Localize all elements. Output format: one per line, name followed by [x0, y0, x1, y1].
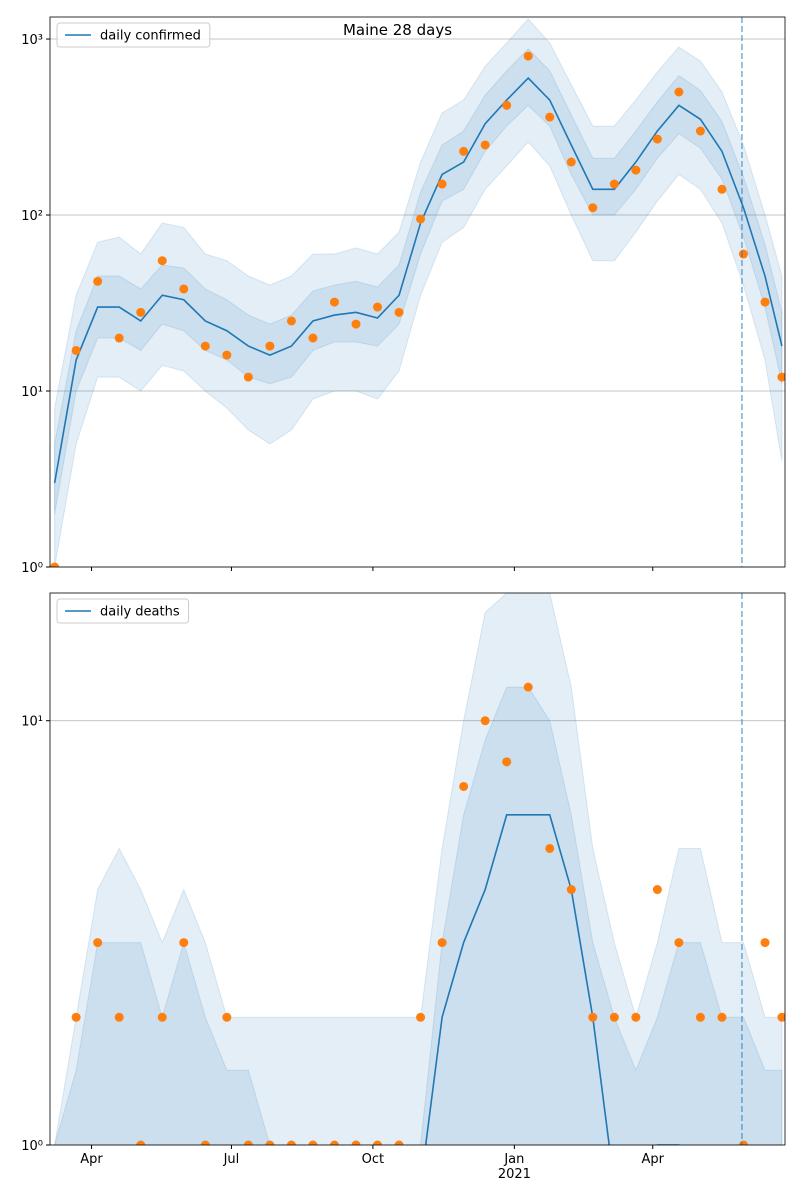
- data-point: [609, 1012, 619, 1022]
- x-tick-label: Jul: [223, 1152, 240, 1167]
- data-point: [50, 562, 60, 567]
- axes-frame: [49, 592, 786, 1146]
- data-point: [222, 350, 232, 360]
- data-point: [286, 1140, 296, 1145]
- data-point: [523, 682, 533, 692]
- data-point: [351, 1140, 361, 1145]
- data-point: [545, 112, 555, 122]
- data-point: [394, 307, 404, 317]
- data-point: [588, 203, 598, 213]
- data-point: [416, 214, 426, 224]
- plot-area: [54, 593, 785, 1145]
- data-point: [351, 319, 361, 329]
- data-point: [480, 716, 490, 726]
- data-point: [695, 1012, 705, 1022]
- data-point: [136, 307, 146, 317]
- y-tick-label: 10²: [21, 209, 43, 224]
- x-tick-label: Apr: [642, 1152, 665, 1167]
- data-point: [71, 1012, 81, 1022]
- data-point: [93, 938, 103, 948]
- data-point: [652, 134, 662, 144]
- confidence-band: [54, 593, 783, 1145]
- data-point: [114, 333, 124, 343]
- data-point: [437, 179, 447, 189]
- data-point: [760, 297, 770, 307]
- data-point: [179, 284, 189, 294]
- data-point: [566, 885, 576, 895]
- data-point: [545, 843, 555, 853]
- data-point: [394, 1140, 404, 1145]
- chart-title: Maine 28 days: [343, 21, 452, 39]
- data-point: [308, 1140, 318, 1145]
- legend-label: daily deaths: [100, 605, 180, 620]
- data-point: [416, 1012, 426, 1022]
- data-point: [717, 1012, 727, 1022]
- data-point: [777, 372, 785, 382]
- data-point: [717, 184, 727, 194]
- data-point: [695, 126, 705, 136]
- data-point: [114, 1012, 124, 1022]
- data-point: [502, 100, 512, 110]
- legend-box: [56, 22, 211, 48]
- data-point: [243, 1140, 253, 1145]
- data-point: [157, 256, 167, 266]
- x-tick-label: Apr: [80, 1152, 103, 1167]
- confidence-band: [54, 686, 783, 1145]
- data-point: [71, 345, 81, 355]
- data-point: [609, 179, 619, 189]
- data-point: [179, 938, 189, 948]
- data-point: [265, 341, 275, 351]
- x-tick-label: Jan 2021: [498, 1152, 531, 1182]
- data-point: [373, 1140, 383, 1145]
- data-point: [243, 372, 253, 382]
- data-point: [222, 1012, 232, 1022]
- data-point: [459, 146, 469, 156]
- x-tick-label: Oct: [362, 1152, 384, 1167]
- data-point: [502, 757, 512, 767]
- confidence-band: [54, 48, 783, 515]
- data-point: [93, 276, 103, 286]
- data-point: [631, 165, 641, 175]
- data-point: [674, 87, 684, 97]
- data-point: [308, 333, 318, 343]
- data-point: [265, 1140, 275, 1145]
- plot-area: [50, 17, 785, 567]
- data-point: [566, 157, 576, 167]
- data-point: [437, 938, 447, 948]
- y-tick-label: 10³: [21, 33, 43, 48]
- data-point: [674, 938, 684, 948]
- data-point: [329, 297, 339, 307]
- data-point: [738, 249, 748, 259]
- data-point: [523, 51, 533, 61]
- confidence-band: [54, 18, 783, 567]
- data-point: [373, 302, 383, 312]
- y-tick-label: 10⁰: [21, 561, 43, 576]
- data-point: [652, 885, 662, 895]
- data-point: [286, 316, 296, 326]
- legend-label: daily confirmed: [100, 29, 201, 44]
- data-point: [777, 1012, 785, 1022]
- data-point: [480, 140, 490, 150]
- data-point: [631, 1012, 641, 1022]
- data-point: [157, 1012, 167, 1022]
- data-point: [200, 341, 210, 351]
- y-tick-label: 10¹: [21, 385, 43, 400]
- data-point: [459, 781, 469, 791]
- data-point: [329, 1140, 339, 1145]
- axes-frame: [49, 16, 786, 568]
- data-point: [588, 1012, 598, 1022]
- data-point: [136, 1140, 146, 1145]
- data-point: [200, 1140, 210, 1145]
- y-tick-label: 10¹: [21, 715, 43, 730]
- y-tick-label: 10⁰: [21, 1139, 43, 1154]
- data-point: [760, 938, 770, 948]
- legend-box: [56, 598, 190, 624]
